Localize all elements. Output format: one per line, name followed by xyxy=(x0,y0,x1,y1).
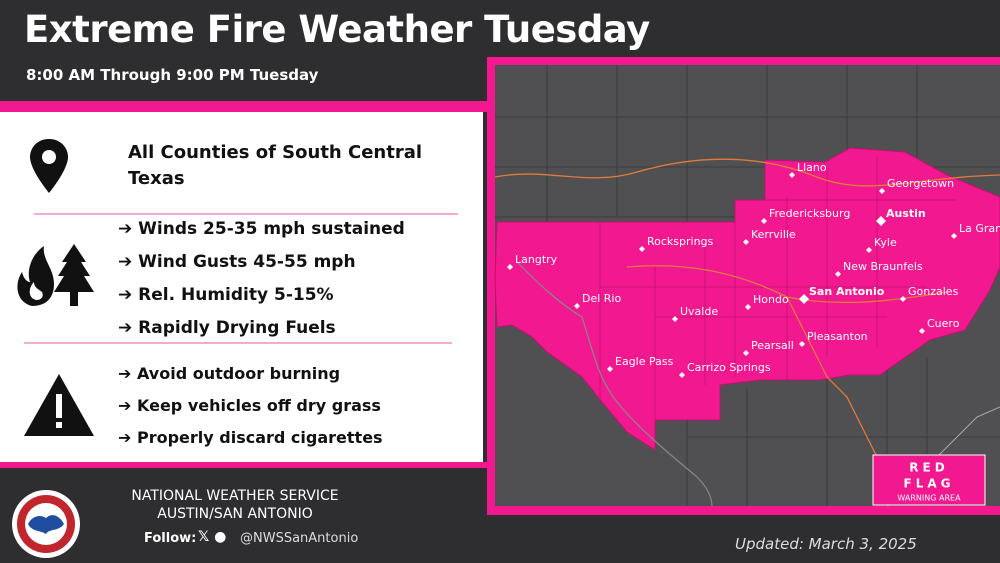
accent-band xyxy=(0,101,487,112)
city-marker xyxy=(919,328,925,334)
city-label: Hondo xyxy=(753,293,789,306)
title: Extreme Fire Weather Tuesday xyxy=(24,8,650,51)
city-label: Pearsall xyxy=(751,339,794,352)
subtitle: 8:00 AM Through 9:00 PM Tuesday xyxy=(26,66,319,84)
item-text: Keep vehicles off dry grass xyxy=(136,396,381,415)
arrow: ➔ xyxy=(118,428,137,447)
item-text: Rel. Humidity 5-15% xyxy=(138,285,334,305)
follow-label: Follow: xyxy=(144,531,197,546)
city-label: La Grange xyxy=(959,222,1000,235)
city-marker xyxy=(761,218,767,224)
arrow: ➔ xyxy=(118,318,139,338)
updated-date: Updated: March 3, 2025 xyxy=(735,535,917,553)
list-item: ➔ Winds 25-35 mph sustained xyxy=(118,219,405,239)
city-label: Rocksprings xyxy=(647,235,714,248)
list-item: ➔ Rel. Humidity 5-15% xyxy=(118,285,334,305)
city-marker xyxy=(672,316,678,322)
city-marker xyxy=(866,247,872,253)
city-marker xyxy=(835,271,841,277)
legend-text: FLAG xyxy=(904,477,955,491)
city-label: Langtry xyxy=(515,253,558,266)
warning-icon xyxy=(24,374,94,436)
city-marker xyxy=(879,188,885,194)
map: Llano Georgetown Fredericksburg Austin La Gr… xyxy=(487,57,1000,515)
list-item: ➔ Avoid outdoor burning xyxy=(118,364,340,383)
arrow: ➔ xyxy=(118,285,139,305)
list-item: ➔ Keep vehicles off dry grass xyxy=(118,396,381,415)
accent-band xyxy=(487,506,1000,515)
nws-logo xyxy=(12,490,80,558)
city-marker xyxy=(799,341,805,347)
city-label: Del Rio xyxy=(582,292,621,305)
city-label: Georgetown xyxy=(887,177,954,190)
city-label: Carrizo Springs xyxy=(687,361,771,374)
city-marker xyxy=(574,303,580,309)
city-label: Fredericksburg xyxy=(769,207,850,220)
list-item: ➔ Rapidly Drying Fuels xyxy=(118,318,336,338)
arrow: ➔ xyxy=(118,252,139,272)
city-label: San Antonio xyxy=(809,285,885,298)
city-label: Pleasanton xyxy=(807,330,868,343)
social-icons: 𝕏 ● xyxy=(198,529,227,545)
city-label: New Braunfels xyxy=(843,260,923,273)
city-marker xyxy=(900,296,906,302)
list-item: ➔ Properly discard cigarettes xyxy=(118,428,383,447)
city-marker xyxy=(789,172,795,178)
city-label: Austin xyxy=(886,207,926,220)
social-handle[interactable]: @NWSSanAntonio xyxy=(240,531,359,546)
city-marker xyxy=(799,294,809,304)
arrow: ➔ xyxy=(118,364,137,383)
location: All Counties of South Central Texas xyxy=(128,142,423,189)
city-label: Gonzales xyxy=(908,285,959,298)
divider xyxy=(24,342,452,344)
item-text: Winds 25-35 mph sustained xyxy=(138,219,405,239)
item-text: Avoid outdoor burning xyxy=(136,364,341,383)
item-text: Rapidly Drying Fuels xyxy=(138,318,336,338)
pin-icon xyxy=(30,139,68,193)
city-marker xyxy=(607,366,613,372)
legend-text: WARNING AREA xyxy=(897,494,961,503)
city-marker xyxy=(639,246,645,252)
arrow: ➔ xyxy=(118,219,139,239)
arrow: ➔ xyxy=(118,396,137,415)
city-marker xyxy=(743,350,749,356)
city-marker xyxy=(507,264,513,270)
city-label: Cuero xyxy=(927,317,960,330)
city-marker xyxy=(951,233,957,239)
city-marker xyxy=(679,372,685,378)
city-marker xyxy=(745,304,751,310)
city-marker xyxy=(743,239,749,245)
city-label: Eagle Pass xyxy=(615,355,674,368)
legend-text: RED xyxy=(909,461,948,475)
divider xyxy=(34,213,458,215)
office-name: NATIONAL WEATHER SERVICE xyxy=(131,488,339,504)
office-name: AUSTIN/SAN ANTONIO xyxy=(157,506,313,522)
info-panel: All Counties of South Central Texas ➔ Wi… xyxy=(0,112,483,462)
item-text: Wind Gusts 45-55 mph xyxy=(138,252,356,272)
legend-box xyxy=(872,454,986,506)
item-text: Properly discard cigarettes xyxy=(136,428,383,447)
city-label: Kyle xyxy=(874,236,897,249)
list-item: ➔ Wind Gusts 45-55 mph xyxy=(118,252,356,272)
fire-icon xyxy=(17,244,94,306)
city-label: Llano xyxy=(797,161,827,174)
accent-band xyxy=(0,462,487,468)
city-label: Kerrville xyxy=(751,228,796,241)
city-marker xyxy=(876,216,886,226)
city-label: Uvalde xyxy=(680,305,718,318)
